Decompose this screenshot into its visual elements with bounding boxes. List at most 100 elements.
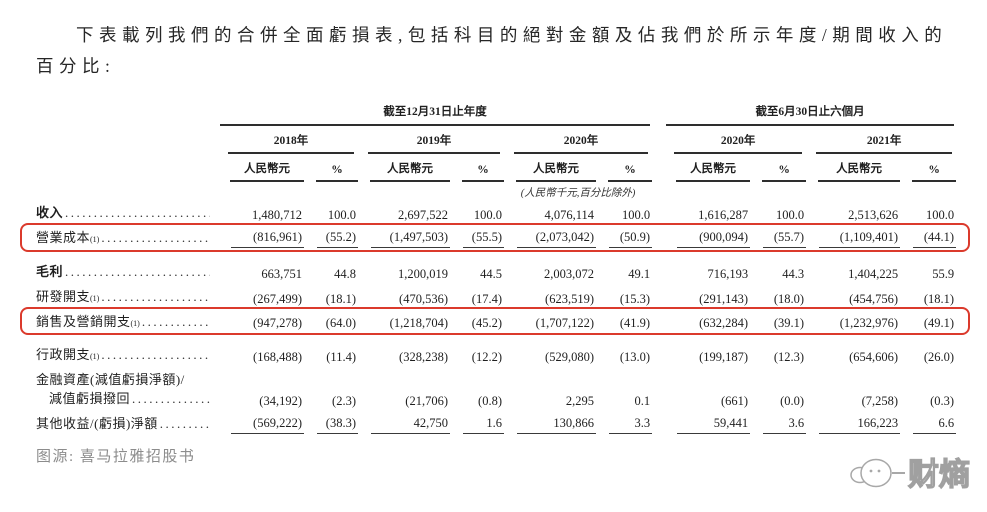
table-row: 毛利 663,751 44.8 1,200,019 44.5 2,003,072 49.1 7…	[36, 250, 956, 284]
pct-header: %	[596, 154, 653, 183]
pct-header: %	[304, 154, 358, 183]
financial-table: 截至12月31日止年度 截至6月30日止六個月 2018年 2019年 2020…	[36, 103, 957, 436]
unit-note: (人民幣千元,百分比除外)	[520, 188, 636, 200]
subcolumn-header-row: 人民幣元 % 人民幣元 % 人民幣元 % 人民幣元 % 人民幣元 %	[36, 154, 957, 183]
row-label: 研發開支 (1)	[36, 284, 218, 309]
cell-value: 100.0	[925, 208, 955, 223]
year-header-2021-interim: 2021年	[806, 126, 956, 155]
row-label: 毛利	[36, 250, 218, 284]
cell-value: (18.1)	[325, 291, 356, 306]
cell-value: (13.0)	[619, 350, 651, 365]
cell-value: 44.5	[480, 266, 502, 281]
cell-value: (55.7)	[750, 225, 807, 250]
cell-value: 4,076,114	[544, 208, 594, 223]
cell-value: 1,200,019	[398, 266, 448, 281]
cell-value: (38.3)	[304, 411, 358, 436]
cell-value: (15.3)	[619, 291, 651, 306]
cell-value: (569,222)	[218, 411, 304, 436]
cell-value: (12.3)	[773, 350, 805, 365]
amount-header: 人民幣元	[664, 154, 751, 183]
year-header-2019: 2019年	[358, 126, 504, 155]
cell-value: (632,284)	[699, 316, 749, 331]
row-label: 金融資產(減值虧損淨額)/減值虧損撥回	[36, 367, 218, 411]
cell-value: 2,697,522	[398, 208, 448, 223]
source-note: 图源: 喜马拉雅招股书	[36, 448, 196, 465]
watermark-text: 财熵	[908, 457, 970, 492]
table-row: 行政開支(1) (168,488) (11.4) (328,238) (12.2) (52…	[36, 333, 956, 367]
dot-leader	[101, 229, 210, 248]
cell-value: 2,003,072	[544, 266, 594, 281]
table-row: 收入 1,480,712 100.0 2,697,522 100.0 4,076,114 1…	[36, 200, 956, 225]
cell-value: (21,706)	[405, 394, 448, 408]
year-header-2020: 2020年	[504, 126, 652, 155]
table-row: 銷售及營銷開支(1) (947,278) (64.0) (1,218,704) (45.…	[36, 309, 956, 334]
table-row: 其他收益/(虧損)淨額(569,222)(38.3)42,7501.6130,8…	[36, 411, 957, 436]
year-header-row: 2018年 2019年 2020年 2020年 2021年	[36, 126, 956, 155]
row-label: 收入	[36, 200, 218, 225]
cell-value: (168,488)	[253, 350, 302, 365]
cell-value: (64.0)	[325, 316, 356, 331]
cell-value: (0.0)	[780, 394, 805, 408]
cell-value: 663,751	[261, 266, 302, 281]
period-group-interim: 截至6月30日止六個月	[664, 103, 956, 127]
cell-value: 2,513,626	[848, 208, 899, 223]
cell-value: (11.4)	[326, 350, 356, 365]
pct-header: %	[900, 154, 957, 183]
cell-value: 49.1	[628, 266, 651, 281]
cell-value: (0.3)	[930, 394, 955, 408]
cell-value: (17.4)	[471, 291, 502, 306]
cell-value: (12.2)	[471, 350, 502, 365]
pct-header: %	[450, 154, 504, 183]
label-col-spacer	[36, 103, 218, 126]
cell-value: (470,536)	[399, 291, 448, 306]
cell-value: (661)	[720, 394, 749, 408]
table-row: 營業成本(1)(816,961)(55.2)(1,497,503)(55.5)(…	[36, 225, 957, 250]
cell-value: (1,707,122)	[535, 316, 594, 331]
cell-value: (1,497,503)	[358, 225, 450, 250]
cell-value: (41.9)	[619, 316, 651, 331]
cell-value: 55.9	[932, 266, 955, 281]
cell-value: (454,756)	[849, 291, 899, 306]
cell-value: 1.6	[450, 411, 504, 436]
cell-value: 100.0	[775, 208, 805, 223]
table-row: 研發開支(1) (267,499) (18.1) (470,536) (17.4) (62…	[36, 284, 956, 309]
cell-value: 100.0	[473, 208, 502, 223]
caishang-watermark: 财熵	[850, 456, 971, 493]
table-wrap: 截至12月31日止年度 截至6月30日止六個月 2018年 2019年 2020…	[20, 103, 971, 436]
cell-value: (1,109,401)	[806, 225, 901, 250]
year-header-2018: 2018年	[218, 126, 358, 155]
cell-value: (7,258)	[861, 394, 899, 408]
period-group-annual: 截至12月31日止年度	[218, 103, 652, 127]
mascot-face-icon	[850, 458, 905, 488]
cell-value: (50.9)	[596, 225, 653, 250]
cell-value: 0.1	[634, 394, 651, 408]
intro-paragraph: 下表載列我們的合併全面虧損表,包括科目的絕對金額及佔我們於所示年度/期間收入的百…	[36, 25, 948, 76]
pct-header: %	[750, 154, 807, 183]
cell-value: 1,480,712	[252, 208, 302, 223]
cell-value: 3.3	[596, 411, 653, 436]
cell-value: (55.5)	[450, 225, 504, 250]
cell-value: (55.2)	[304, 225, 358, 250]
cell-value: 44.3	[782, 266, 805, 281]
row-label: 其他收益/(虧損)淨額	[36, 411, 218, 436]
cell-value: (291,143)	[699, 291, 749, 306]
cell-value: 1,404,225	[848, 266, 899, 281]
group-gap	[652, 103, 664, 126]
cell-value: (623,519)	[545, 291, 594, 306]
cell-value: 130,866	[504, 411, 596, 436]
cell-value: 2,295	[565, 394, 594, 408]
cell-value: (1,218,704)	[389, 316, 448, 331]
cell-value: (947,278)	[253, 316, 302, 331]
amount-header: 人民幣元	[218, 154, 304, 183]
cell-value: (199,187)	[699, 350, 749, 365]
cell-value: (0.8)	[478, 394, 502, 408]
amount-header: 人民幣元	[358, 154, 450, 183]
row-label: 營業成本 (1)	[36, 225, 218, 250]
period-group-header-row: 截至12月31日止年度 截至6月30日止六個月	[36, 103, 956, 127]
cell-value: 166,223	[806, 411, 901, 436]
cell-value: (267,499)	[253, 291, 302, 306]
cell-value: (2,073,042)	[504, 225, 596, 250]
cell-value: 6.6	[900, 411, 957, 436]
row-label: 銷售及營銷開支 (1)	[36, 309, 218, 334]
cell-value: (816,961)	[218, 225, 304, 250]
